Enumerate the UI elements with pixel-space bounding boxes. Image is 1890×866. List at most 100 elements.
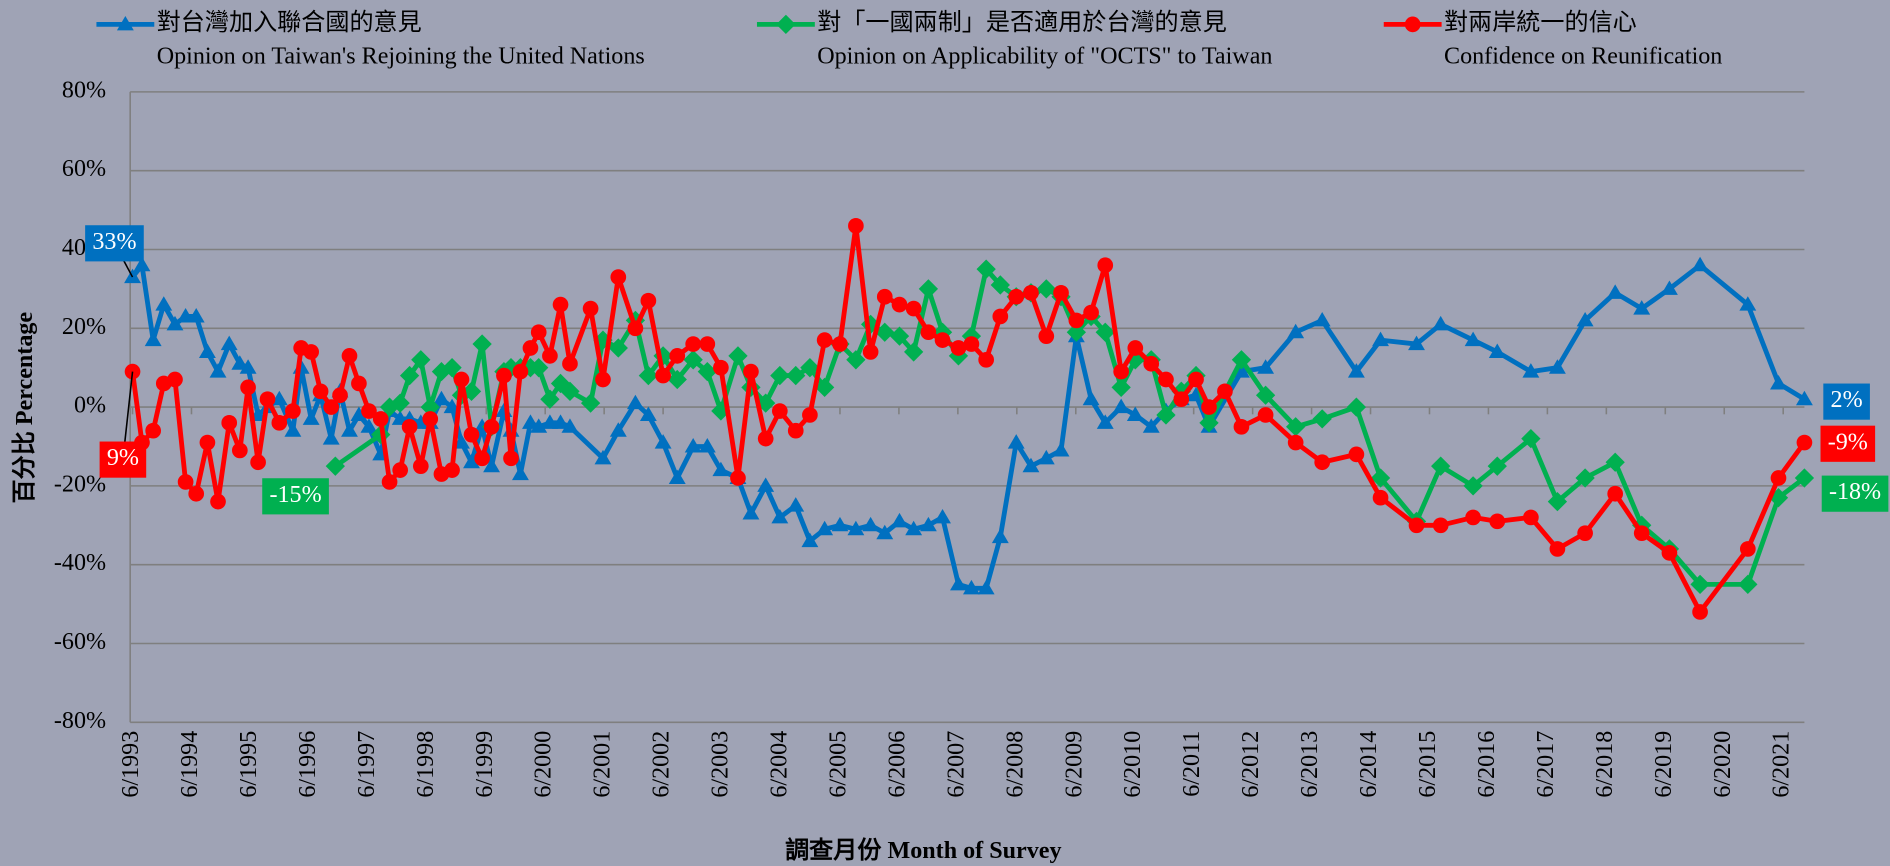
value-label: -18% — [1829, 479, 1881, 505]
label-box — [1820, 425, 1876, 462]
legend-label: 對台灣加入聯合國的意見 — [157, 9, 422, 36]
x-tick-label: 6/2011 — [1179, 731, 1205, 797]
marker — [177, 474, 194, 490]
marker — [1605, 452, 1625, 472]
marker — [1796, 434, 1813, 451]
marker — [1372, 489, 1389, 506]
marker — [361, 403, 377, 419]
marker — [787, 497, 805, 512]
marker — [891, 296, 908, 313]
marker — [1158, 371, 1174, 388]
marker — [231, 355, 249, 370]
marker — [991, 528, 1009, 544]
marker — [1126, 406, 1144, 421]
marker — [976, 259, 996, 279]
marker — [444, 462, 460, 478]
marker — [1431, 456, 1451, 476]
x-tick-label: 6/1995 — [236, 731, 262, 798]
marker — [594, 449, 612, 465]
marker — [1257, 359, 1275, 374]
marker — [1038, 328, 1055, 344]
marker — [963, 336, 980, 352]
marker — [1201, 399, 1217, 415]
marker — [1432, 517, 1449, 534]
marker — [1233, 418, 1250, 435]
x-tick-label: 6/1996 — [295, 731, 321, 798]
series-line — [130, 262, 1806, 591]
marker — [848, 218, 864, 234]
marker — [1607, 485, 1624, 502]
x-tick-label: 6/2010 — [1120, 731, 1146, 798]
marker — [496, 367, 512, 384]
x-tick-label: 6/1994 — [177, 731, 203, 798]
marker — [1489, 513, 1506, 530]
marker — [325, 456, 345, 476]
y-tick-label: 60% — [62, 156, 106, 182]
label-box — [262, 478, 329, 515]
marker — [875, 322, 895, 342]
x-tick-label: 6/2000 — [531, 731, 557, 798]
marker — [1372, 331, 1389, 347]
marker — [322, 430, 340, 445]
x-tick-label: 6/2007 — [943, 731, 969, 798]
marker — [1432, 315, 1450, 331]
marker — [876, 288, 893, 305]
marker — [934, 332, 951, 348]
marker — [962, 579, 980, 595]
marker — [595, 371, 611, 388]
marker — [285, 403, 301, 419]
x-axis-title: 調查月份 Month of Survey — [785, 836, 1061, 864]
marker — [303, 344, 319, 360]
marker — [816, 332, 833, 348]
marker — [1606, 284, 1624, 299]
marker — [503, 450, 519, 467]
y-tick-label: -80% — [54, 708, 106, 734]
value-label: -9% — [1828, 429, 1868, 455]
marker — [240, 379, 256, 396]
marker — [712, 461, 730, 477]
marker — [1521, 428, 1541, 449]
marker — [259, 391, 276, 408]
marker — [302, 410, 320, 425]
value-label: -15% — [269, 482, 321, 508]
marker — [1053, 284, 1069, 301]
marker — [950, 340, 967, 356]
marker — [1052, 441, 1070, 457]
marker — [187, 308, 205, 323]
marker — [483, 457, 500, 473]
marker — [640, 292, 657, 309]
marker — [846, 350, 866, 370]
marker — [1739, 296, 1757, 311]
marker — [372, 411, 389, 427]
marker — [144, 331, 162, 347]
x-tick-label: 6/2006 — [884, 731, 910, 798]
y-tick-label: -20% — [54, 471, 106, 497]
marker — [786, 365, 806, 386]
legend-item: 對台灣加入聯合國的意見 Opinion on Taiwan's Rejoining… — [96, 9, 645, 70]
marker — [1008, 288, 1025, 305]
marker — [1348, 446, 1365, 463]
marker — [627, 320, 644, 337]
marker — [862, 516, 880, 532]
marker — [360, 418, 378, 433]
marker — [198, 343, 216, 358]
y-tick-label: 80% — [62, 77, 106, 103]
x-tick-label: 6/1998 — [413, 731, 439, 798]
label-box — [99, 441, 147, 478]
marker — [1113, 363, 1129, 380]
marker — [1142, 418, 1160, 433]
marker — [401, 418, 418, 435]
marker — [889, 326, 910, 346]
marker — [412, 458, 429, 475]
marker — [453, 371, 470, 388]
marker — [1404, 16, 1421, 33]
x-tick-label: 6/2014 — [1356, 731, 1382, 798]
marker — [626, 394, 644, 410]
x-tick-label: 6/2002 — [649, 731, 675, 798]
marker — [992, 308, 1009, 325]
marker — [422, 411, 439, 427]
marker — [341, 348, 358, 364]
marker — [699, 336, 716, 352]
legend-label-en: Opinion on Taiwan's Rejoining the United… — [157, 44, 645, 70]
